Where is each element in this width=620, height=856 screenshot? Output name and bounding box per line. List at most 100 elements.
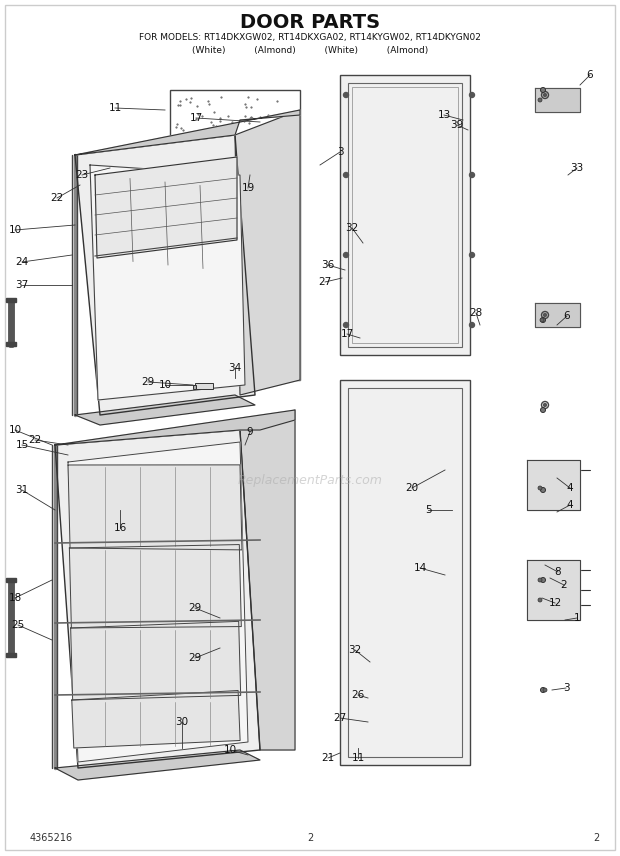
Bar — [6, 578, 16, 582]
Text: 17: 17 — [189, 113, 203, 123]
Text: 34: 34 — [228, 363, 242, 373]
Polygon shape — [90, 165, 245, 400]
Bar — [6, 653, 16, 657]
Circle shape — [343, 253, 348, 258]
Circle shape — [541, 87, 546, 92]
Text: 17: 17 — [340, 329, 353, 339]
Bar — [195, 383, 213, 389]
Text: 4365216: 4365216 — [30, 833, 73, 843]
Text: 22: 22 — [29, 435, 42, 445]
Text: 25: 25 — [11, 620, 25, 630]
Polygon shape — [235, 110, 300, 395]
Bar — [170, 90, 300, 380]
Circle shape — [469, 173, 474, 177]
Bar — [340, 380, 470, 765]
Polygon shape — [95, 157, 237, 258]
Text: 32: 32 — [348, 645, 361, 655]
Text: 21: 21 — [321, 753, 335, 763]
Polygon shape — [55, 430, 260, 768]
Circle shape — [469, 92, 474, 98]
Polygon shape — [69, 544, 241, 628]
Text: 24: 24 — [16, 257, 29, 267]
Text: (White)          (Almond)          (White)          (Almond): (White) (Almond) (White) (Almond) — [192, 45, 428, 55]
Text: 4: 4 — [567, 483, 574, 493]
Polygon shape — [535, 88, 580, 112]
Text: 32: 32 — [345, 223, 358, 233]
Circle shape — [538, 598, 542, 602]
Text: 39: 39 — [450, 120, 464, 130]
Text: DOOR PARTS: DOOR PARTS — [240, 13, 380, 32]
Circle shape — [541, 687, 546, 693]
Text: 19: 19 — [241, 183, 255, 193]
Text: 28: 28 — [469, 308, 482, 318]
Text: 30: 30 — [175, 717, 188, 727]
Text: 37: 37 — [16, 280, 29, 290]
Text: 2: 2 — [560, 580, 567, 590]
Bar — [340, 75, 470, 355]
Polygon shape — [527, 460, 580, 510]
Polygon shape — [75, 135, 255, 415]
Text: 26: 26 — [352, 690, 365, 700]
Text: 5: 5 — [425, 505, 432, 515]
Text: 27: 27 — [319, 277, 332, 287]
Bar — [352, 87, 458, 343]
Text: 6: 6 — [587, 70, 593, 80]
Polygon shape — [71, 621, 241, 700]
Circle shape — [343, 173, 348, 177]
Text: 3: 3 — [563, 683, 569, 693]
Text: 20: 20 — [405, 483, 419, 493]
Text: 2: 2 — [594, 833, 600, 843]
Text: 36: 36 — [321, 260, 335, 270]
Text: 31: 31 — [16, 485, 29, 495]
Circle shape — [343, 92, 348, 98]
Polygon shape — [240, 410, 295, 750]
Text: 11: 11 — [108, 103, 122, 113]
Circle shape — [541, 318, 546, 323]
Circle shape — [540, 318, 544, 322]
Bar — [6, 298, 16, 302]
Circle shape — [469, 253, 474, 258]
Text: 13: 13 — [437, 110, 451, 120]
Text: 10: 10 — [159, 380, 172, 390]
Text: 15: 15 — [16, 440, 29, 450]
Text: 9: 9 — [247, 427, 254, 437]
Text: 18: 18 — [9, 593, 22, 603]
Circle shape — [469, 323, 474, 328]
Bar — [193, 385, 196, 389]
Circle shape — [343, 323, 348, 328]
Circle shape — [538, 98, 542, 102]
Text: 10: 10 — [9, 425, 22, 435]
Circle shape — [538, 486, 542, 490]
Text: 14: 14 — [414, 563, 427, 573]
Text: 12: 12 — [548, 598, 562, 608]
Text: 11: 11 — [352, 753, 365, 763]
Polygon shape — [55, 750, 260, 780]
Text: 6: 6 — [564, 311, 570, 321]
Text: 22: 22 — [50, 193, 64, 203]
Polygon shape — [68, 442, 248, 762]
Text: 29: 29 — [188, 603, 202, 613]
Text: 29: 29 — [188, 653, 202, 663]
Circle shape — [543, 688, 547, 692]
Polygon shape — [68, 465, 242, 550]
Text: 10: 10 — [9, 225, 22, 235]
Text: FOR MODELS: RT14DKXGW02, RT14DKXGA02, RT14KYGW02, RT14DKYGN02: FOR MODELS: RT14DKXGW02, RT14DKXGA02, RT… — [139, 33, 481, 41]
Circle shape — [544, 403, 546, 407]
Text: 3: 3 — [337, 147, 343, 157]
Text: 2: 2 — [307, 833, 313, 843]
Text: 4: 4 — [567, 500, 574, 510]
Polygon shape — [75, 110, 300, 155]
Text: 33: 33 — [570, 163, 583, 173]
Text: 23: 23 — [76, 170, 89, 180]
Text: 29: 29 — [141, 377, 154, 387]
Circle shape — [544, 313, 546, 317]
Text: ReplacementParts.com: ReplacementParts.com — [237, 473, 383, 486]
Polygon shape — [72, 691, 240, 748]
Circle shape — [541, 407, 546, 413]
Circle shape — [541, 488, 546, 492]
Text: 10: 10 — [223, 745, 237, 755]
Text: 8: 8 — [555, 567, 561, 577]
Polygon shape — [75, 395, 255, 425]
Text: 16: 16 — [113, 523, 126, 533]
Bar — [348, 388, 462, 757]
